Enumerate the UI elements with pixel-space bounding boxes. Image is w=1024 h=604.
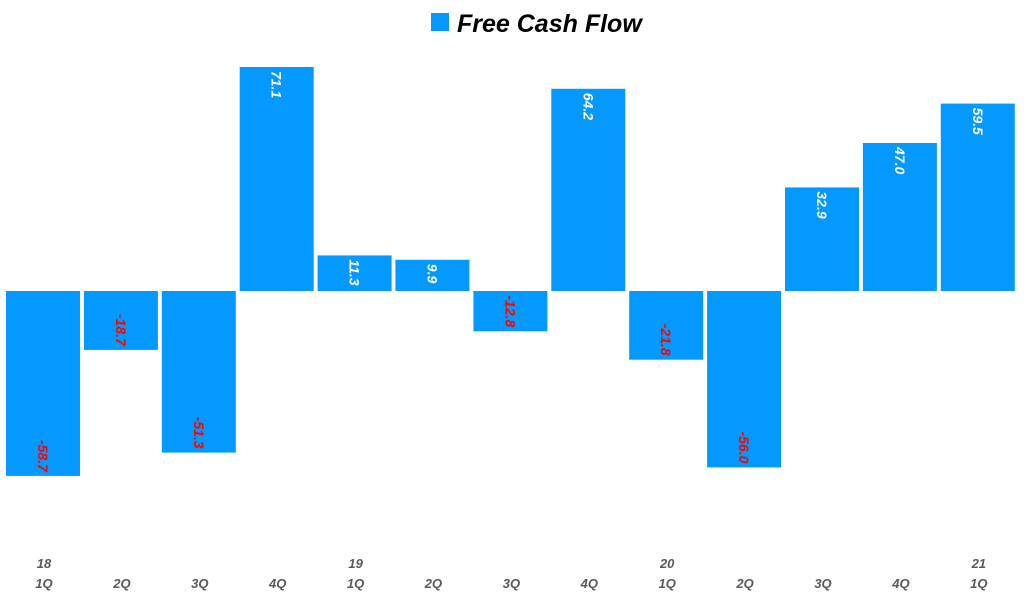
data-label-5: 11.3 bbox=[347, 259, 363, 285]
bar-2 bbox=[83, 291, 158, 350]
tick-quarter-10: 2Q bbox=[735, 576, 753, 591]
bar-7 bbox=[473, 291, 548, 332]
tick-year-13: 21 bbox=[971, 556, 986, 571]
tick-quarter-11: 3Q bbox=[814, 576, 831, 591]
bar-8 bbox=[551, 88, 626, 291]
tick-year-9: 20 bbox=[659, 556, 675, 571]
data-label-10: -56.0 bbox=[736, 431, 752, 463]
data-label-8: 64.2 bbox=[580, 93, 596, 120]
data-label-6: 9.9 bbox=[424, 264, 440, 284]
bar-3 bbox=[161, 291, 236, 453]
bar-10 bbox=[707, 291, 782, 468]
data-labels-group: -58.7 -18.7 -51.3 71.1 11.3 9.9 -12.8 64.2 -21.8… bbox=[35, 71, 986, 473]
tick-quarter-7: 3Q bbox=[503, 576, 520, 591]
bar-12 bbox=[862, 143, 937, 291]
tick-quarter-1: 1Q bbox=[35, 576, 52, 591]
bar-1 bbox=[6, 291, 80, 476]
data-label-7: -12.8 bbox=[502, 295, 518, 327]
data-label-2: -18.7 bbox=[113, 314, 129, 347]
bar-11 bbox=[785, 187, 859, 291]
bar-13 bbox=[940, 103, 1015, 291]
data-label-13: 59.5 bbox=[970, 108, 986, 135]
legend-swatch bbox=[431, 13, 449, 31]
tick-quarter-9: 1Q bbox=[659, 576, 676, 591]
bar-9 bbox=[629, 291, 704, 360]
tick-quarter-12: 4Q bbox=[891, 576, 909, 591]
data-label-3: -51.3 bbox=[191, 417, 207, 449]
tick-quarter-5: 1Q bbox=[347, 576, 364, 591]
tick-quarter-6: 2Q bbox=[424, 576, 442, 591]
tick-year-1: 18 bbox=[37, 556, 52, 571]
legend-label: Free Cash Flow bbox=[457, 10, 643, 38]
tick-year-5: 19 bbox=[348, 556, 363, 571]
legend: Free Cash Flow bbox=[431, 10, 643, 38]
data-label-1: -58.7 bbox=[35, 440, 51, 473]
data-label-9: -21.8 bbox=[658, 324, 674, 356]
tick-quarter-4: 4Q bbox=[268, 576, 286, 591]
bars-group bbox=[6, 67, 1015, 476]
tick-quarter-8: 4Q bbox=[580, 576, 598, 591]
data-label-12: 47.0 bbox=[892, 146, 908, 174]
tick-quarter-3: 3Q bbox=[191, 576, 208, 591]
tick-quarter-2: 2Q bbox=[112, 576, 130, 591]
data-label-4: 71.1 bbox=[269, 71, 285, 98]
bar-5 bbox=[317, 255, 392, 291]
tick-quarter-13: 1Q bbox=[970, 576, 987, 591]
data-label-11: 32.9 bbox=[814, 191, 830, 218]
bar-4 bbox=[239, 67, 314, 291]
bar-6 bbox=[395, 259, 470, 291]
x-axis-tick-labels: 18 1Q 2Q 3Q 4Q 19 1Q 2Q 3Q 4Q 20 1Q 2Q 3Q 4Q 21 1Q bbox=[35, 556, 987, 591]
